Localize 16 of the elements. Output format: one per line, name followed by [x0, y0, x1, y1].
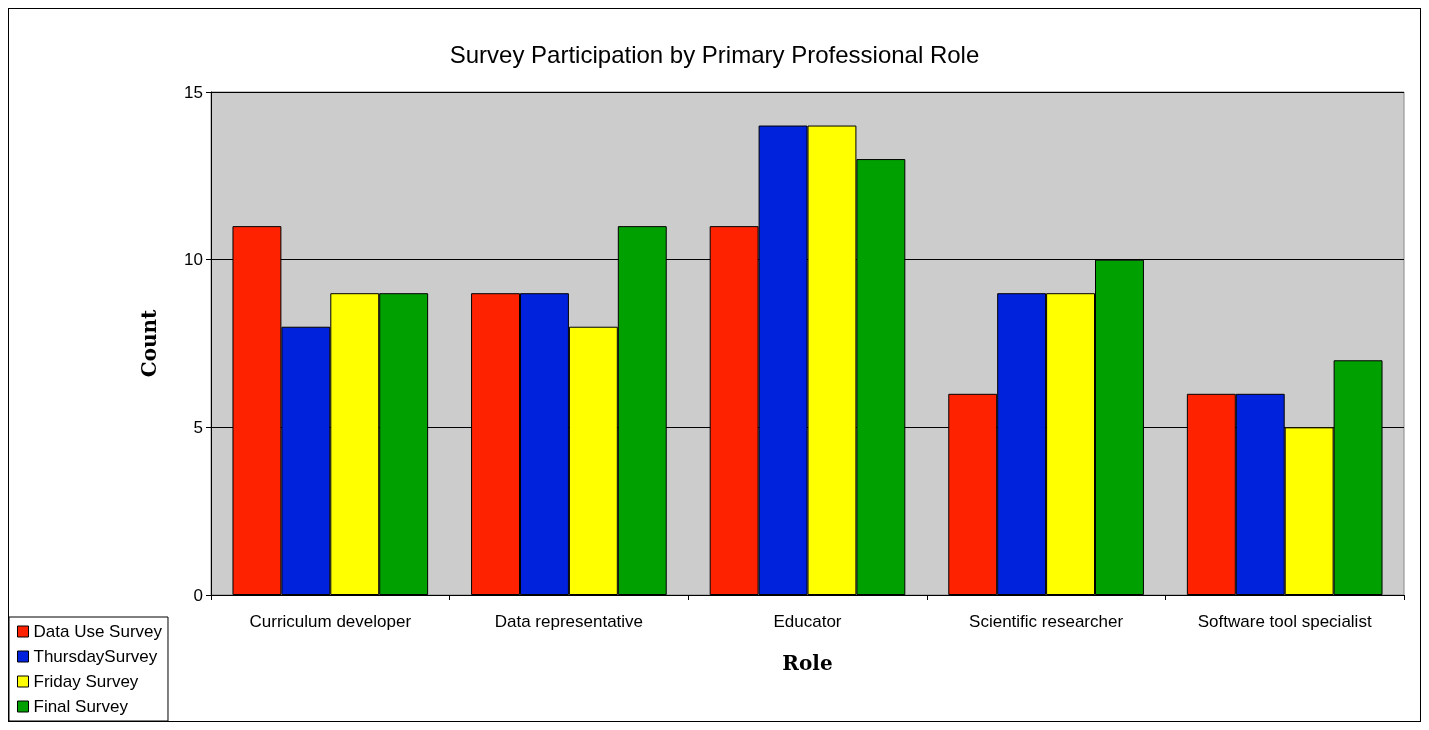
y-tick-label: 15 — [184, 82, 203, 102]
x-axis-title: Role — [782, 651, 833, 675]
x-tick-label: Data representative — [494, 612, 644, 631]
legend-label: ThursdaySurvey — [33, 647, 158, 666]
y-tick-label: 10 — [184, 250, 203, 270]
legend-label: Data Use Survey — [33, 622, 163, 641]
chart-title: Survey Participation by Primary Professional Role — [449, 40, 980, 68]
x-tick-label: Software tool specialist — [1197, 612, 1372, 631]
y-tick-label: 0 — [193, 585, 203, 605]
x-tick-label: Curriculum developer — [249, 612, 412, 631]
legend-label: Friday Survey — [33, 672, 139, 691]
y-tick-label: 5 — [193, 417, 203, 437]
x-tick-label: Educator — [773, 612, 842, 631]
x-tick-label: Scientific researcher — [969, 612, 1124, 631]
legend-label: Final Survey — [33, 697, 129, 716]
y-axis-title: Count — [137, 308, 161, 378]
